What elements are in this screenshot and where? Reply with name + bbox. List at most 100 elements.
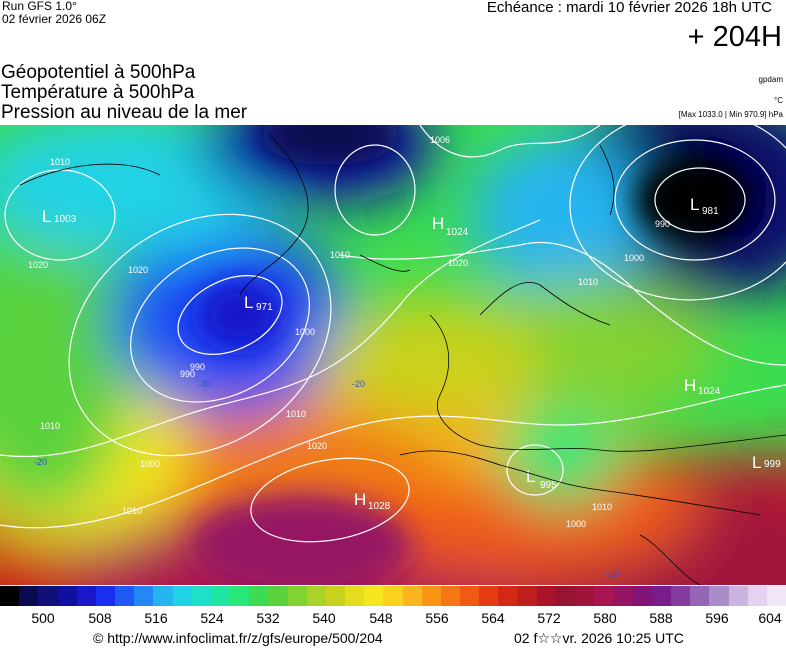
center-marker: L xyxy=(42,207,51,226)
weather-map: L 1003 H 1024 L 971 L 981 H 1024 L 995 H… xyxy=(0,125,786,585)
center-marker: H xyxy=(684,376,696,395)
center-value: 999 xyxy=(764,459,781,470)
scale-swatch xyxy=(230,586,250,606)
isobar-labels: 1010 1020 1006 1020 1010 1000 990 1010 1… xyxy=(28,135,670,529)
center-value: 995 xyxy=(540,480,557,491)
scale-tick: 572 xyxy=(537,610,561,626)
scale-swatch xyxy=(632,586,652,606)
scale-swatch xyxy=(690,586,710,606)
run-label: Run GFS 1.0° xyxy=(2,0,77,13)
scale-swatch xyxy=(421,586,441,606)
isobar-label: 990 xyxy=(655,219,670,229)
scale-swatch xyxy=(747,586,767,606)
color-scale xyxy=(0,586,786,606)
scale-swatch xyxy=(536,586,556,606)
scale-swatch xyxy=(766,586,786,606)
isobar-label: 1000 xyxy=(624,253,644,263)
pressure-range: [Max 1033.0 | Min 970.9] hPa xyxy=(678,110,783,119)
scale-swatch xyxy=(728,586,748,606)
scale-swatch xyxy=(325,586,346,606)
center-value: 1003 xyxy=(54,214,77,225)
scale-tick: 516 xyxy=(144,610,168,626)
scale-swatch xyxy=(498,586,518,606)
isobar-label: 1010 xyxy=(592,502,612,512)
scale-swatch xyxy=(555,586,576,606)
scale-swatch xyxy=(651,586,672,606)
temperature-label: -20 xyxy=(34,457,47,467)
scale-swatch xyxy=(440,586,461,606)
scale-tick: 596 xyxy=(705,610,729,626)
geopotential-detail xyxy=(190,125,745,585)
scale-swatch xyxy=(364,586,384,606)
title-temperature: Température à 500hPa xyxy=(1,82,195,103)
scale-swatch xyxy=(76,586,96,606)
scale-swatch xyxy=(479,586,499,606)
temperature-label: -20 xyxy=(352,379,365,389)
scale-swatch xyxy=(402,586,422,606)
scale-swatch xyxy=(249,586,269,606)
center-marker: H xyxy=(354,490,366,509)
scale-swatch xyxy=(345,586,365,606)
isobar-label: 990 xyxy=(180,369,195,379)
scale-tick: 564 xyxy=(481,610,505,626)
isobar-label: 1020 xyxy=(128,265,148,275)
scale-swatch xyxy=(0,586,20,606)
scale-swatch xyxy=(383,586,403,606)
center-marker: L xyxy=(752,453,761,472)
isobar-label: 1006 xyxy=(430,135,450,145)
scale-swatch xyxy=(671,586,691,606)
scale-swatch xyxy=(19,586,39,606)
scale-swatch xyxy=(460,586,480,606)
isobars xyxy=(0,125,786,543)
unit-gpdam: gpdam xyxy=(758,75,783,84)
isobar-label: 1020 xyxy=(448,258,468,268)
center-value: 971 xyxy=(256,302,273,313)
run-date: 02 février 2026 06Z xyxy=(2,12,107,26)
scale-tick: 500 xyxy=(31,610,55,626)
temperature-label: -10 xyxy=(606,569,619,579)
scale-swatch xyxy=(575,586,595,606)
isobar-label: 1010 xyxy=(286,409,306,419)
scale-swatch xyxy=(134,586,154,606)
scale-tick: 540 xyxy=(312,610,336,626)
scale-tick: 548 xyxy=(369,610,393,626)
scale-tick: 580 xyxy=(593,610,617,626)
center-marker: L xyxy=(526,467,535,486)
scale-swatch xyxy=(57,586,77,606)
scale-swatch xyxy=(613,586,633,606)
isobar-label: 1020 xyxy=(307,441,327,451)
isobar-label: 1000 xyxy=(295,327,315,337)
title-geopotential: Géopotentiel à 500hPa xyxy=(1,62,196,83)
isobar-label: 1010 xyxy=(330,250,350,260)
scale-swatch xyxy=(517,586,537,606)
scale-swatch xyxy=(191,586,211,606)
isobar-label: 1010 xyxy=(40,421,60,431)
scale-tick: 604 xyxy=(758,610,782,626)
scale-swatch xyxy=(268,586,288,606)
center-marker: L xyxy=(244,293,253,312)
temperature-labels: -30 -20 -20 -10 xyxy=(34,379,619,579)
scale-swatch xyxy=(95,586,116,606)
scale-tick: 524 xyxy=(200,610,224,626)
scale-swatch xyxy=(210,586,231,606)
isobar-label: 1010 xyxy=(50,157,70,167)
center-value: 1024 xyxy=(446,227,469,238)
scale-swatch xyxy=(172,586,192,606)
scale-tick: 532 xyxy=(256,610,280,626)
center-marker: L xyxy=(690,195,699,214)
scale-swatch xyxy=(153,586,173,606)
scale-tick: 556 xyxy=(425,610,449,626)
isobar-label: 1000 xyxy=(140,459,160,469)
scale-tick: 588 xyxy=(649,610,673,626)
scale-tick: 508 xyxy=(88,610,112,626)
isobar-label: 990 xyxy=(190,362,205,372)
center-value: 981 xyxy=(702,206,719,217)
title-pressure: Pression au niveau de la mer xyxy=(1,102,248,123)
generation-time: 02 f☆☆vr. 2026 10:25 UTC xyxy=(514,630,684,646)
copyright-link[interactable]: © http://www.infoclimat.fr/z/gfs/europe/… xyxy=(93,630,383,646)
valid-time: Echéance : mardi 10 février 2026 18h UTC xyxy=(486,0,772,16)
scale-swatch xyxy=(287,586,307,606)
center-marker: H xyxy=(432,214,444,233)
pressure-centers: L 1003 H 1024 L 971 L 981 H 1024 L 995 H… xyxy=(42,195,781,512)
scale-swatch xyxy=(306,586,326,606)
